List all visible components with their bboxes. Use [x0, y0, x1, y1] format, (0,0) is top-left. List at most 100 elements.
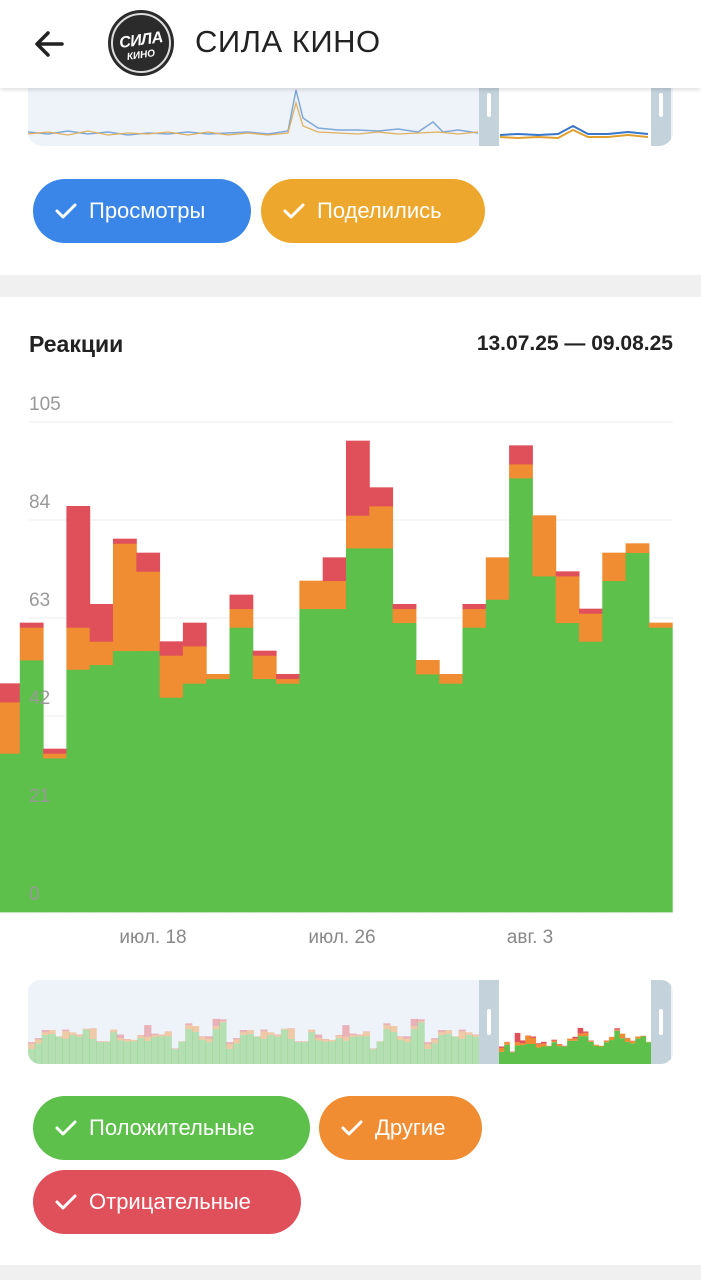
- minimap-bar-faded: [164, 1036, 172, 1064]
- bar-segment-other[interactable]: [625, 543, 650, 554]
- bar-segment-negative[interactable]: [462, 604, 487, 610]
- bar-segment-positive[interactable]: [19, 660, 44, 913]
- bar-segment-positive[interactable]: [579, 641, 603, 913]
- bar-segment-other[interactable]: [485, 557, 510, 600]
- bar-segment-negative[interactable]: [276, 674, 300, 680]
- bar-segment-other[interactable]: [439, 674, 463, 684]
- channel-avatar[interactable]: СИЛА КИНО: [108, 10, 174, 76]
- bar-segment-positive[interactable]: [159, 697, 184, 913]
- bar-segment-other[interactable]: [0, 702, 21, 754]
- bar-segment-positive[interactable]: [0, 753, 21, 913]
- bar-segment-negative[interactable]: [369, 487, 394, 507]
- bar-segment-other[interactable]: [532, 515, 557, 577]
- bar-segment-positive[interactable]: [43, 758, 67, 913]
- bar-segment-other[interactable]: [206, 674, 230, 680]
- bar-segment-other[interactable]: [346, 515, 370, 549]
- bar-segment-positive[interactable]: [415, 674, 440, 913]
- bar-segment-other[interactable]: [43, 753, 67, 759]
- minimap-bar-faded: [157, 1034, 166, 1037]
- minimap-bar: [530, 1037, 537, 1044]
- bar-segment-other[interactable]: [299, 580, 324, 610]
- toggle-other[interactable]: Другие: [319, 1096, 482, 1160]
- minimap-bar-faded: [246, 1030, 254, 1035]
- bar-segment-other[interactable]: [509, 464, 533, 479]
- bar-segment-positive[interactable]: [182, 683, 207, 913]
- bar-segment-positive[interactable]: [206, 678, 230, 913]
- bar-segment-positive[interactable]: [66, 669, 91, 913]
- bar-segment-other[interactable]: [462, 608, 487, 628]
- minimap-left-handle[interactable]: [479, 980, 499, 1064]
- reactions-date-range[interactable]: 13.07.25 — 09.08.25: [476, 332, 673, 355]
- bar-segment-negative[interactable]: [579, 608, 603, 614]
- bar-segment-positive[interactable]: [462, 627, 487, 913]
- bar-segment-positive[interactable]: [602, 580, 627, 913]
- bar-segment-other[interactable]: [182, 646, 207, 684]
- toggle-shares[interactable]: Поделились: [261, 179, 485, 243]
- bar-segment-positive[interactable]: [509, 478, 533, 913]
- bar-segment-negative[interactable]: [182, 622, 207, 647]
- reactions-chart[interactable]: [0, 387, 701, 917]
- bar-segment-negative[interactable]: [392, 604, 417, 610]
- bar-segment-positive[interactable]: [439, 683, 463, 913]
- bar-segment-positive[interactable]: [346, 548, 370, 913]
- bar-segment-other[interactable]: [66, 627, 91, 670]
- bar-segment-negative[interactable]: [252, 650, 277, 656]
- bar-segment-positive[interactable]: [555, 622, 580, 913]
- bar-segment-positive[interactable]: [648, 627, 673, 913]
- bar-segment-positive[interactable]: [89, 664, 114, 913]
- bar-segment-other[interactable]: [322, 580, 347, 610]
- minimap-bar-faded: [438, 1034, 446, 1064]
- toggle-negative[interactable]: Отрицательные: [33, 1170, 301, 1234]
- bar-segment-other[interactable]: [19, 627, 44, 661]
- bar-segment-other[interactable]: [392, 608, 417, 624]
- bar-segment-positive[interactable]: [392, 622, 417, 913]
- minimap-bar-faded: [130, 1041, 138, 1064]
- bar-segment-negative[interactable]: [19, 622, 44, 628]
- back-arrow-icon[interactable]: [28, 22, 72, 66]
- bar-segment-negative[interactable]: [0, 683, 21, 703]
- views-minimap[interactable]: [28, 88, 673, 146]
- bar-segment-positive[interactable]: [252, 678, 277, 913]
- minimap-bar-faded: [397, 1039, 405, 1064]
- bar-segment-other[interactable]: [136, 571, 161, 652]
- bar-segment-positive[interactable]: [532, 576, 557, 913]
- bar-segment-negative[interactable]: [159, 641, 184, 656]
- bar-segment-other[interactable]: [113, 543, 137, 652]
- bar-segment-other[interactable]: [555, 576, 580, 624]
- bar-segment-other[interactable]: [369, 506, 394, 549]
- reactions-minimap[interactable]: [28, 980, 673, 1064]
- toggle-positive[interactable]: Положительные: [33, 1096, 310, 1160]
- bar-segment-other[interactable]: [415, 660, 440, 675]
- bar-segment-positive[interactable]: [625, 552, 650, 913]
- bar-segment-positive[interactable]: [369, 548, 394, 913]
- bar-segment-other[interactable]: [276, 678, 300, 684]
- bar-segment-negative[interactable]: [346, 440, 370, 516]
- bar-segment-positive[interactable]: [229, 627, 254, 913]
- minimap-bar: [630, 1043, 636, 1064]
- bar-segment-positive[interactable]: [485, 599, 510, 913]
- minimap-right-handle[interactable]: [651, 980, 671, 1064]
- bar-segment-other[interactable]: [229, 608, 254, 628]
- bar-segment-positive[interactable]: [276, 683, 300, 913]
- toggle-views[interactable]: Просмотры: [33, 179, 251, 243]
- bar-segment-other[interactable]: [602, 552, 627, 582]
- bar-segment-negative[interactable]: [89, 604, 114, 642]
- bar-segment-negative[interactable]: [229, 594, 254, 610]
- minimap-bar-faded: [75, 1036, 84, 1064]
- bar-segment-other[interactable]: [159, 655, 184, 698]
- bar-segment-positive[interactable]: [322, 608, 347, 913]
- bar-segment-negative[interactable]: [555, 571, 580, 577]
- bar-segment-other[interactable]: [579, 613, 603, 642]
- bar-segment-positive[interactable]: [299, 608, 324, 913]
- bar-segment-other[interactable]: [252, 655, 277, 680]
- bar-segment-negative[interactable]: [113, 538, 137, 544]
- bar-segment-other[interactable]: [89, 641, 114, 666]
- bar-segment-negative[interactable]: [509, 445, 533, 465]
- bar-segment-negative[interactable]: [322, 557, 347, 582]
- bar-segment-other[interactable]: [648, 622, 673, 628]
- bar-segment-positive[interactable]: [136, 650, 161, 913]
- bar-segment-positive[interactable]: [113, 650, 137, 913]
- bar-segment-negative[interactable]: [136, 552, 161, 572]
- bar-segment-negative[interactable]: [43, 748, 67, 754]
- bar-segment-negative[interactable]: [66, 506, 91, 628]
